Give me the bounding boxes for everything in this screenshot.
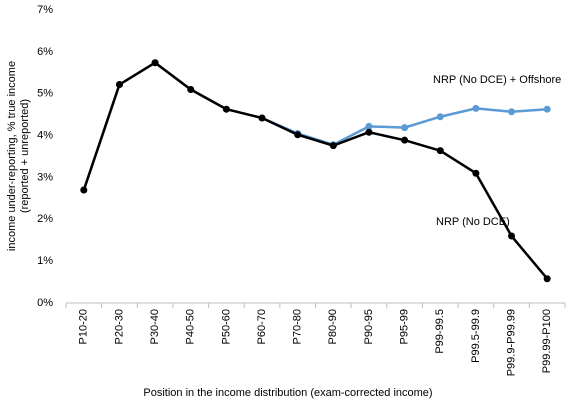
point: [187, 86, 195, 94]
point: [543, 105, 551, 113]
point: [543, 275, 551, 283]
point: [508, 108, 516, 116]
x-tick-label: P70-80: [292, 309, 304, 344]
point: [472, 169, 480, 177]
x-tick-label: P20-30: [113, 309, 125, 344]
y-tick-label: 0%: [37, 297, 53, 309]
y-tick-label: 4%: [37, 129, 53, 141]
x-tick-label: P80-90: [327, 309, 339, 344]
y-tick-label: 6%: [37, 46, 53, 58]
y-tick-label: 1%: [37, 255, 53, 267]
x-tick-label: P99.99-P100: [541, 309, 553, 373]
point: [436, 147, 444, 155]
x-tick-label: P40-50: [185, 309, 197, 344]
series-label: NRP (No DCE): [436, 216, 510, 228]
x-tick-label: P50-60: [220, 309, 232, 344]
series-line: [82, 61, 549, 280]
x-tick-label: P60-70: [256, 309, 268, 344]
x-tick-label: P99.9-P99.99: [505, 309, 517, 376]
point: [436, 113, 444, 121]
series-label: NRP (No DCE) + Offshore: [433, 74, 561, 86]
point: [508, 232, 516, 240]
x-tick-label: P10-20: [78, 309, 90, 344]
x-tick-label: P99.5-99.9: [470, 309, 482, 363]
y-tick-label: 3%: [37, 171, 53, 183]
point: [401, 124, 409, 132]
point: [222, 105, 230, 113]
y-tick-label: 2%: [37, 213, 53, 225]
x-tick-label: P30-40: [149, 309, 161, 344]
point: [80, 186, 88, 194]
point: [151, 59, 159, 67]
point: [365, 122, 373, 130]
y-tick-label: 5%: [37, 88, 53, 100]
point: [258, 114, 266, 122]
y-tick-label: 7%: [37, 4, 53, 16]
point: [329, 142, 337, 150]
point: [365, 128, 373, 136]
x-tick-label: P99-99.5: [434, 309, 446, 354]
point: [401, 136, 409, 144]
x-axis-title: Position in the income distribution (exa…: [143, 387, 432, 399]
point: [115, 81, 123, 89]
point: [472, 104, 480, 112]
point: [294, 131, 302, 139]
x-tick-label: P95-99: [399, 309, 411, 344]
y-axis-title: income under-reporting, % true income: [6, 61, 18, 251]
y-axis-title: (reported + unreported): [19, 99, 31, 213]
x-tick-label: P90-95: [363, 309, 375, 344]
